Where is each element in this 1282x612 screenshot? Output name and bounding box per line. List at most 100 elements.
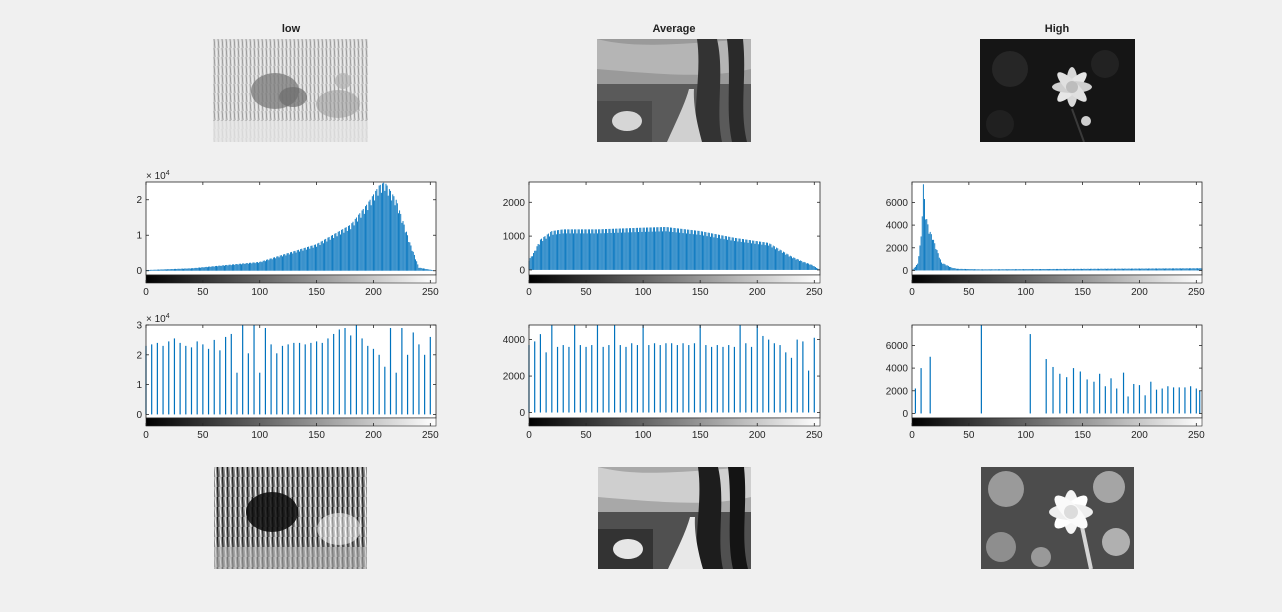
histogram-bar: [1174, 269, 1175, 271]
gray-colorbar: [529, 418, 820, 426]
histogram-bar: [947, 265, 948, 270]
x-tick-label: 150: [308, 287, 325, 298]
histogram-bar: [1144, 269, 1145, 271]
histogram-bar: [616, 229, 617, 270]
histogram-bar: [275, 258, 276, 270]
histogram-bar: [381, 193, 382, 271]
histogram-bar: [232, 264, 233, 270]
x-tick-label: 50: [197, 287, 209, 298]
histogram-bar: [567, 229, 568, 270]
histogram-bar: [955, 268, 956, 270]
histogram-bar: [1082, 269, 1083, 270]
histogram-bar: [768, 246, 769, 270]
histogram-bar: [581, 229, 582, 270]
histogram-bar: [422, 268, 423, 270]
histogram-bar: [1067, 269, 1068, 271]
histogram-bar: [343, 233, 344, 271]
x-tick-label: 200: [1131, 430, 1148, 441]
histogram-bar: [783, 252, 784, 270]
histogram-bar: [1198, 268, 1199, 270]
histogram-bar: [752, 241, 753, 270]
x-tick-label: 250: [422, 430, 439, 441]
high-original-hist: 02000400060000 50 100 150 200 250: [886, 182, 1205, 298]
histogram-bar: [432, 270, 433, 271]
histogram-bar: [255, 263, 256, 271]
histogram-bar: [566, 233, 567, 270]
histogram-bar: [1081, 269, 1082, 271]
histogram-bar: [1024, 269, 1025, 270]
histogram-bar: [417, 264, 418, 270]
histogram-bar: [1101, 269, 1102, 271]
histogram-bar: [678, 228, 679, 269]
histogram-bar: [389, 189, 390, 271]
histogram-bar: [206, 267, 207, 271]
histogram-bar: [728, 237, 729, 270]
histogram-bar: [362, 210, 363, 270]
histogram-bar: [1119, 269, 1120, 271]
histogram-bar: [161, 269, 162, 270]
histogram-bar: [356, 218, 357, 271]
histogram-bar: [335, 233, 336, 271]
histogram-bar: [171, 269, 172, 271]
histogram-bar: [317, 243, 318, 270]
histogram-bar: [989, 269, 990, 270]
histogram-bar: [1148, 268, 1149, 270]
histogram-bar: [574, 229, 575, 270]
histogram-bar: [174, 269, 175, 271]
histogram-bar: [992, 269, 993, 270]
histogram-bar: [401, 223, 402, 271]
histogram-bar: [351, 223, 352, 271]
histogram-bar: [564, 229, 565, 270]
histogram-bar: [350, 229, 351, 271]
histogram-bar: [360, 218, 361, 271]
histogram-bar: [258, 263, 259, 271]
histogram-bar: [630, 228, 631, 270]
histogram-bar: [1021, 269, 1022, 270]
y-tick-label: 2000: [886, 386, 909, 397]
histogram-bar: [931, 234, 932, 270]
histogram-bar: [696, 235, 697, 270]
histogram-bar: [539, 245, 540, 270]
histogram-bar: [1197, 268, 1198, 270]
histogram-bar: [627, 228, 628, 270]
histogram-bar: [1153, 268, 1154, 270]
histogram-bar: [244, 264, 245, 271]
histogram-bar: [920, 246, 921, 271]
histogram-bar: [531, 256, 532, 270]
histogram-bar: [1057, 269, 1058, 271]
plot-background: [912, 325, 1202, 418]
histogram-bar: [715, 234, 716, 270]
histogram-bar: [1041, 269, 1042, 270]
gray-colorbar: [146, 275, 436, 283]
histogram-bar: [218, 266, 219, 271]
histogram-bar: [387, 186, 388, 271]
histogram-bar: [371, 205, 372, 270]
histogram-bar: [272, 259, 273, 271]
histogram-bar: [367, 210, 368, 271]
histogram-bar: [293, 251, 294, 271]
histogram-bar: [613, 229, 614, 270]
histogram-bar: [778, 251, 779, 270]
histogram-bar: [431, 270, 432, 271]
histogram-bar: [563, 233, 564, 270]
histogram-bar: [1070, 269, 1071, 271]
histogram-bar: [396, 200, 397, 271]
histogram-bar: [250, 263, 251, 271]
histogram-bar: [223, 265, 224, 270]
histogram-bar: [308, 247, 309, 271]
histogram-bar: [655, 232, 656, 270]
histogram-bar: [708, 233, 709, 270]
histogram-bar: [383, 183, 384, 271]
x-tick-label: 0: [526, 287, 532, 298]
histogram-bar: [648, 232, 649, 270]
x-tick-label: 100: [1017, 430, 1034, 441]
histogram-bar: [1033, 269, 1034, 270]
histogram-bar: [196, 268, 197, 271]
histogram-bar: [1113, 269, 1114, 271]
histogram-bar: [791, 256, 792, 270]
histogram-bar: [430, 270, 431, 271]
histogram-bar: [679, 233, 680, 270]
histogram-bar: [813, 266, 814, 270]
histogram-bar: [930, 232, 931, 271]
histogram-bar: [180, 269, 181, 271]
